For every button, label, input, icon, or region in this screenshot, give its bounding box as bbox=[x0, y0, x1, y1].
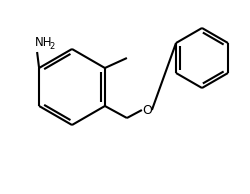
Text: NH: NH bbox=[35, 36, 52, 49]
Text: O: O bbox=[142, 104, 151, 117]
Text: 2: 2 bbox=[49, 42, 54, 51]
